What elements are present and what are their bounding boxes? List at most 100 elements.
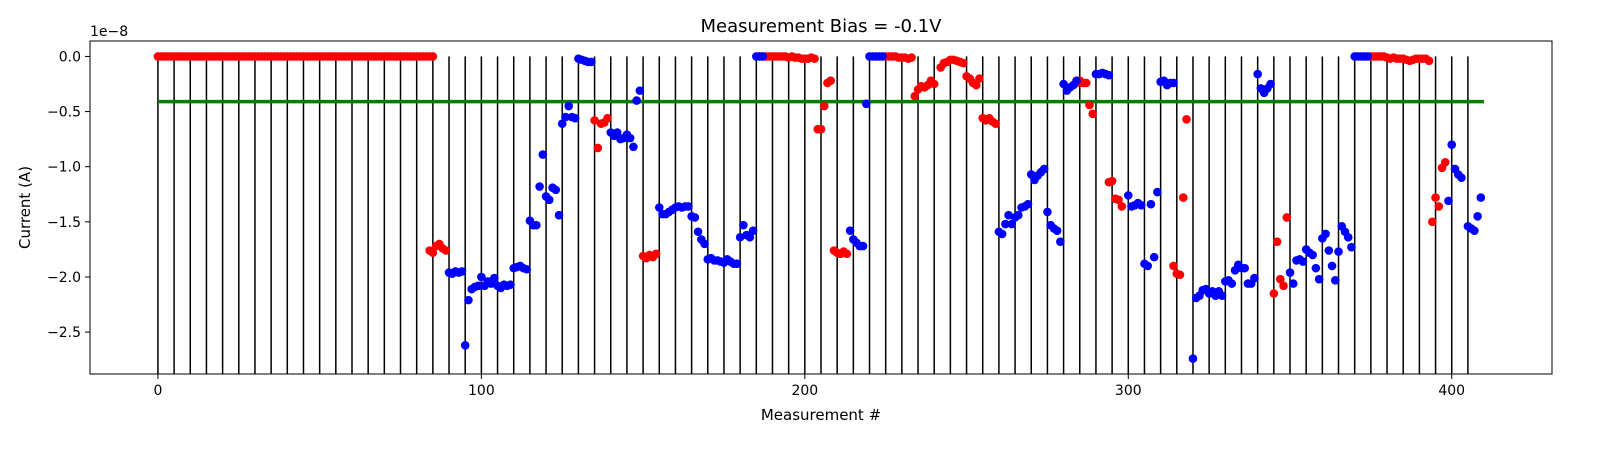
data-point: [693, 227, 703, 237]
data-point: [625, 133, 635, 143]
data-point: [1143, 261, 1152, 271]
data-point: [428, 52, 438, 61]
data-point: [1107, 176, 1117, 186]
data-point: [532, 220, 541, 230]
data-point: [612, 128, 622, 137]
data-point: [1250, 273, 1259, 283]
data-point: [1476, 193, 1486, 202]
data-point: [587, 57, 596, 67]
data-point: [878, 52, 887, 61]
data-point: [561, 112, 570, 122]
data-point: [971, 80, 981, 90]
x-axis-ticks: 0 100 200 300 400: [153, 374, 1465, 399]
data-point: [684, 202, 693, 211]
data-point: [861, 99, 871, 109]
data-point: [1279, 281, 1288, 291]
data-point: [975, 74, 984, 83]
data-point: [522, 264, 531, 274]
data-point: [545, 195, 554, 205]
data-point: [473, 281, 483, 291]
data-point: [1334, 247, 1343, 256]
y-axis-ticks: 0.0 −0.5 −1.0 −1.5 −2.0 −2.5: [47, 49, 90, 341]
data-point: [457, 267, 467, 276]
data-point: [700, 239, 709, 249]
data-point: [1123, 191, 1133, 200]
data-point: [929, 79, 939, 89]
data-point: [428, 248, 438, 258]
data-point: [819, 101, 829, 111]
data-point: [1014, 210, 1023, 220]
data-point: [1330, 275, 1340, 285]
x-axis-label: Measurement #: [761, 406, 881, 424]
y-axis-offset-label: 1e−8: [90, 24, 128, 40]
data-point: [632, 96, 641, 105]
data-point: [842, 249, 852, 259]
data-point: [1059, 79, 1068, 89]
data-point: [564, 101, 574, 111]
data-point: [1311, 263, 1321, 273]
data-point: [1314, 274, 1324, 284]
data-point: [1072, 76, 1081, 85]
x-tick-label: 400: [1438, 383, 1465, 399]
data-point: [1052, 226, 1062, 235]
data-point: [748, 226, 758, 235]
data-point: [535, 182, 544, 191]
data-point: [1149, 252, 1159, 262]
data-point: [651, 249, 661, 259]
data-point: [1023, 199, 1033, 209]
data-point: [554, 210, 564, 220]
data-point: [1447, 140, 1457, 149]
data-point: [1007, 219, 1017, 229]
data-point: [1004, 210, 1013, 220]
data-point: [1363, 52, 1372, 61]
data-point: [1457, 173, 1466, 183]
data-point: [816, 124, 826, 134]
data-point: [1227, 279, 1237, 288]
data-point: [593, 143, 603, 153]
data-point: [1444, 196, 1453, 206]
vertical-lines: [157, 56, 1469, 374]
data-point: [477, 272, 486, 282]
data-point: [1269, 289, 1279, 298]
data-point: [1285, 268, 1295, 277]
y-tick-label: −2.0: [47, 270, 81, 286]
data-point: [538, 150, 548, 159]
data-point: [1347, 242, 1356, 252]
data-point: [1321, 229, 1330, 239]
data-point: [654, 203, 664, 212]
data-point: [460, 341, 470, 350]
data-point: [910, 91, 920, 101]
data-point: [1136, 200, 1146, 210]
data-point: [1175, 270, 1185, 280]
data-point: [1114, 195, 1123, 205]
y-tick-label: −2.5: [47, 325, 81, 341]
data-point: [1434, 202, 1444, 211]
data-point: [1182, 114, 1191, 124]
data-point: [1343, 232, 1353, 242]
data-point: [1327, 261, 1337, 271]
data-point: [1470, 226, 1479, 235]
y-tick-label: −1.5: [47, 215, 81, 231]
data-point: [1178, 193, 1188, 202]
data-point: [1266, 79, 1275, 89]
data-point: [1473, 212, 1482, 221]
data-point: [1085, 100, 1094, 110]
data-point: [1298, 257, 1308, 266]
y-tick-label: −1.0: [47, 160, 81, 176]
data-point: [1088, 109, 1097, 119]
data-point: [745, 232, 755, 242]
y-tick-label: −0.5: [47, 105, 81, 121]
y-tick-label: 0.0: [59, 49, 81, 65]
data-point: [1288, 279, 1298, 288]
data-point: [1282, 213, 1292, 222]
data-point: [1146, 199, 1156, 209]
data-points: [153, 52, 1486, 363]
data-point: [464, 295, 473, 305]
data-point: [590, 116, 599, 125]
data-point: [557, 119, 567, 128]
data-point: [1104, 70, 1114, 80]
data-point: [1188, 354, 1198, 363]
data-point: [858, 241, 868, 251]
data-point: [1043, 207, 1052, 217]
